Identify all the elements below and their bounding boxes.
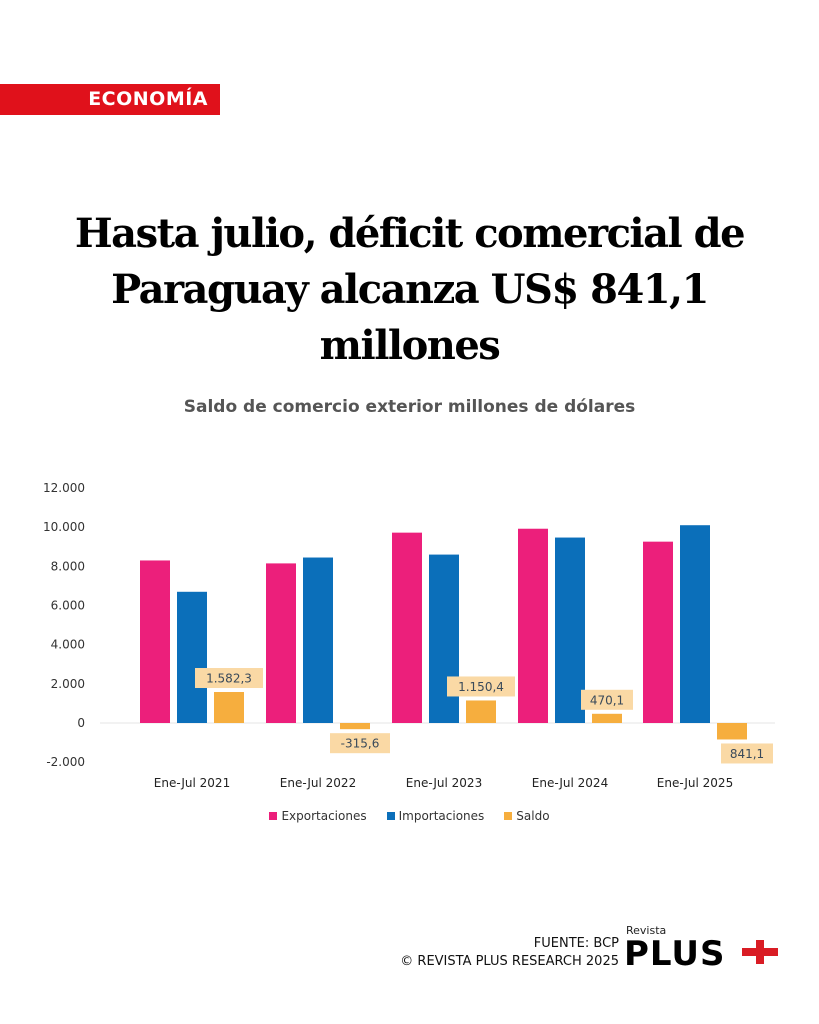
y-tick-label: 10.000 bbox=[43, 520, 85, 534]
bar-saldo bbox=[466, 700, 496, 723]
y-tick-label: 2.000 bbox=[51, 677, 85, 691]
legend-item-importaciones: Importaciones bbox=[386, 809, 485, 823]
data-label-bg bbox=[195, 668, 263, 689]
headline: Hasta julio, déficit comercial de Paragu… bbox=[74, 210, 746, 369]
x-tick-label: Ene-Jul 2022 bbox=[280, 776, 356, 790]
data-label-saldo: 470,1 bbox=[590, 693, 624, 707]
x-tick-label: Ene-Jul 2021 bbox=[154, 776, 230, 790]
legend-item-exportaciones: Exportaciones bbox=[269, 809, 367, 823]
x-tick-label: Ene-Jul 2023 bbox=[406, 776, 482, 790]
legend-label-exportaciones: Exportaciones bbox=[281, 809, 367, 823]
bar-exportaciones bbox=[140, 560, 170, 723]
bar-importaciones bbox=[680, 525, 710, 723]
footer-credits: FUENTE: BCP © REVISTA PLUS RESEARCH 2025 bbox=[400, 935, 619, 971]
logo-big-text: PLUS bbox=[624, 934, 726, 974]
data-label-saldo: 1.150,4 bbox=[458, 680, 504, 694]
bar-saldo bbox=[717, 723, 747, 740]
bar-exportaciones bbox=[392, 532, 422, 723]
bar-exportaciones bbox=[266, 563, 296, 723]
bar-exportaciones bbox=[518, 528, 548, 723]
chart-subtitle: Saldo de comercio exterior millones de d… bbox=[183, 397, 636, 417]
y-tick-label: 12.000 bbox=[43, 481, 85, 495]
bar-saldo bbox=[340, 723, 370, 730]
bar-importaciones bbox=[429, 554, 459, 723]
data-label-bg bbox=[581, 689, 633, 710]
legend-label-saldo: Saldo bbox=[516, 809, 550, 823]
y-tick-label: -2.000 bbox=[46, 755, 85, 769]
bar-importaciones bbox=[303, 557, 333, 723]
bar-exportaciones bbox=[643, 541, 673, 723]
bar-saldo bbox=[592, 713, 622, 723]
y-tick-label: 0 bbox=[77, 716, 85, 730]
y-tick-label: 8.000 bbox=[51, 559, 85, 573]
source-text: FUENTE: BCP bbox=[533, 936, 619, 951]
logo-small-text: Revista bbox=[626, 924, 667, 937]
legend-swatch-saldo bbox=[504, 812, 513, 820]
legend-swatch-importaciones bbox=[386, 812, 395, 820]
data-label-saldo: 1.582,3 bbox=[206, 672, 252, 686]
bar-importaciones bbox=[555, 537, 585, 723]
legend-item-saldo: Saldo bbox=[504, 809, 550, 823]
chart-legend: Exportaciones Importaciones Saldo bbox=[0, 809, 819, 823]
data-label-bg bbox=[330, 733, 390, 754]
y-tick-label: 6.000 bbox=[51, 599, 85, 613]
legend-swatch-exportaciones bbox=[269, 812, 278, 820]
data-label-saldo: 841,1 bbox=[730, 747, 764, 761]
bar-saldo bbox=[214, 692, 244, 723]
legend-label-importaciones: Importaciones bbox=[398, 809, 485, 823]
plus-cross-icon bbox=[742, 940, 778, 964]
bar-chart: 12.000 10.000 8.000 6.000 4.000 2.000 0 -2.000 1… bbox=[43, 481, 775, 790]
x-tick-label: Ene-Jul 2024 bbox=[532, 776, 608, 790]
y-tick-label: 4.000 bbox=[51, 638, 85, 652]
section-tag-label: ECONOMÍA bbox=[88, 88, 208, 110]
data-label-saldo: -315,6 bbox=[341, 737, 380, 751]
copyright-text: © REVISTA PLUS RESEARCH 2025 bbox=[400, 954, 619, 969]
x-tick-label: Ene-Jul 2025 bbox=[657, 776, 733, 790]
section-tag: ECONOMÍA bbox=[0, 84, 220, 115]
bar-importaciones bbox=[177, 591, 207, 723]
data-label-bg bbox=[721, 743, 773, 764]
revista-plus-logo: Revista PLUS bbox=[624, 924, 784, 974]
data-label-bg bbox=[447, 676, 515, 697]
